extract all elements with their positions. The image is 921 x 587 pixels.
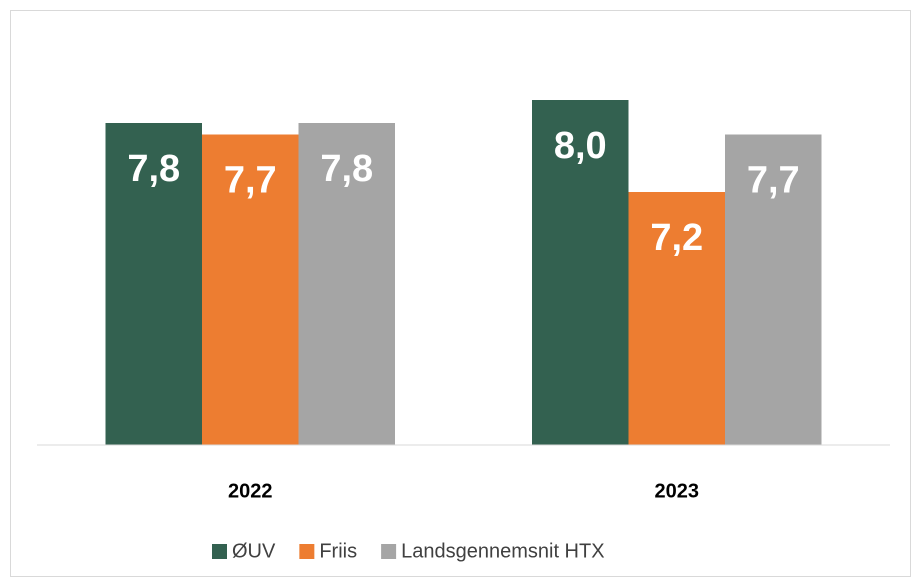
legend-swatch: [381, 544, 397, 559]
value-label: 7,2: [650, 217, 703, 259]
value-label: 7,8: [127, 148, 180, 190]
bar: [105, 123, 202, 445]
x-tick-label: 2022: [228, 480, 273, 502]
legend-label: Friis: [319, 540, 357, 562]
bar: [532, 100, 629, 445]
legend-label: Landsgennemsnit HTX: [401, 540, 604, 562]
bar: [725, 134, 822, 445]
legend-swatch: [299, 544, 315, 559]
legend-label: ØUV: [232, 540, 276, 562]
legend-swatch: [212, 544, 227, 559]
bar: [628, 192, 725, 445]
value-label: 7,7: [747, 160, 800, 202]
value-label: 7,8: [320, 148, 373, 190]
bar: [202, 134, 299, 445]
value-label: 7,7: [224, 160, 277, 202]
value-label: 8,0: [554, 125, 607, 167]
x-tick-label: 2023: [655, 480, 700, 502]
bar: [298, 123, 395, 445]
